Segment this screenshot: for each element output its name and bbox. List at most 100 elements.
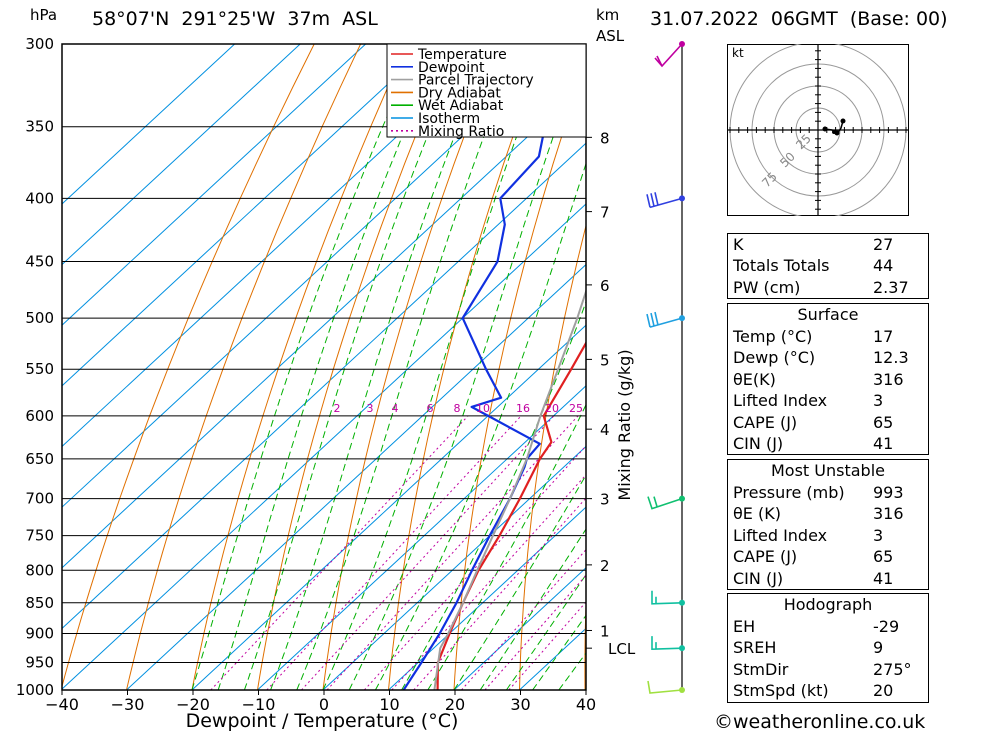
mixing-ratio-label: 6 [427,402,434,415]
mixing-ratio-line [484,574,586,690]
legend-item: Mixing Ratio [418,124,504,140]
isotherm [322,445,586,690]
hodograph-point [840,118,846,124]
isotherm [62,142,586,630]
dry-adiabat [191,44,408,690]
stmspd-value: 20 [873,681,894,701]
wind-barb [646,311,683,328]
sreh-value: 9 [873,638,884,658]
x-tick-label: −10 [242,695,276,714]
isotherm [126,263,586,690]
x-tick-label: −40 [45,695,79,714]
height-tick-label: 6 [600,277,610,295]
wind-barb [647,680,683,694]
pressure-tick-label: 400 [25,189,54,207]
wind-barb [654,43,683,68]
mixing-ratio-label: 8 [454,402,461,415]
surface-cin-label: CIN (J) [733,433,784,453]
hodograph-params-title: Hodograph [783,595,873,614]
profiles [402,44,586,690]
mu-theta-label: θE (K) [733,504,781,524]
isotherm [62,44,498,448]
legend-item: Dry Adiabat [418,85,501,101]
totals-label: Totals Totals [733,256,830,276]
mu-li-value: 3 [873,525,884,545]
isotherm [62,44,432,387]
height-tick-label: 3 [600,491,610,509]
isotherm [62,203,586,690]
isobars [62,43,586,691]
pressure-tick-label: 550 [25,360,54,378]
sreh-label: SREH [733,638,777,658]
eh-value: -29 [873,617,900,636]
pressure-tick-label: 850 [25,594,54,612]
isotherm [62,81,586,569]
mixing-ratio-label: 4 [392,402,399,415]
datetime-title: 31.07.2022 06GMT (Base: 00) [650,8,948,30]
km-unit-label: km [596,6,620,24]
isotherm [191,324,586,690]
k-label: K [733,235,744,254]
wind-barb [646,192,683,209]
pressure-tick-label: 600 [25,407,54,425]
pressure-tick-label: 500 [25,309,54,327]
isotherm [62,44,301,266]
dry-adiabat [257,44,454,690]
surface-box: Surface Temp (°C) 17 Dewp (°C) 12.3 θE(K) 3… [727,303,929,456]
mixing-ratio-label: 20 [545,402,559,415]
height-tick-label: 4 [600,421,610,439]
dry-adiabat [710,44,720,690]
pressure-tick-label: 1000 [16,681,54,699]
pw-value: 2.37 [873,277,909,297]
surface-theta-label: θE(K) [733,369,776,389]
x-tick-label: 30 [510,695,530,714]
isotherm [62,44,367,326]
background-lines [62,44,720,690]
indices-box: K 27 Totals Totals 44 PW (cm) 2.37 [727,233,929,300]
height-tick-label: 1 [600,622,610,640]
pressure-tick-label: 350 [25,118,54,136]
height-tick-label: 2 [600,557,610,575]
mixing-ratio-line [266,415,522,690]
height-tick-label: 7 [600,204,610,222]
wet-adiabat [453,474,586,690]
hodograph-unit: kt [732,46,744,60]
height-tick-label: LCL [608,640,636,658]
legend-box [386,43,587,138]
surface-li-value: 3 [873,391,884,411]
hpa-unit-label: hPa [30,6,58,24]
surface-title: Surface [797,305,859,324]
dry-adiabat [322,44,501,690]
dry-adiabat [126,44,362,690]
legend-item: Dewpoint [418,60,485,76]
mixing-ratio-label: 16 [516,402,530,415]
x-axis-label: Dewpoint / Temperature (°C) [186,710,459,732]
hodograph-point [832,130,836,134]
mixing-ratio-axis-label: Mixing Ratio (g/kg) [615,349,634,500]
mu-cin-label: CIN (J) [733,568,784,588]
x-tick-label: −30 [111,695,145,714]
mixing-ratio-line [301,415,555,690]
most-unstable-title: Most Unstable [771,461,885,480]
isotherm [62,44,563,508]
mu-pressure-label: Pressure (mb) [733,483,845,502]
wet-adiabat [322,44,552,690]
location-title: 58°07'N 291°25'W 37m ASL [92,8,378,30]
legend-item: Wet Adiabat [418,98,504,114]
pressure-tick-label: 950 [25,653,54,671]
stmspd-label: StmSpd (kt) [733,681,829,701]
most-unstable-box: Most Unstable Pressure (mb) 993 θE (K) 316… [727,459,929,590]
isotherm [62,44,236,205]
isotherm [257,385,586,690]
credit-link[interactable]: ©weatheronline.co.uk [714,711,926,733]
pressure-tick-label: 300 [25,35,54,53]
surface-temp-value: 17 [873,327,894,346]
mixing-ratio-line [461,548,586,690]
wet-adiabat [243,44,467,690]
plot-frame [61,43,587,691]
isotherm [388,506,586,690]
mixing-ratio-line [508,601,586,690]
mu-cin-value: 41 [873,568,894,588]
pressure-tick-label: 650 [25,450,54,468]
